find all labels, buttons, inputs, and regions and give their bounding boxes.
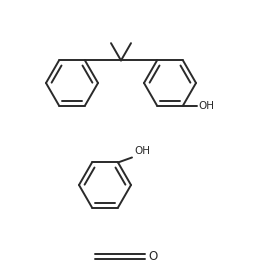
Text: OH: OH <box>134 146 150 157</box>
Text: OH: OH <box>198 100 214 110</box>
Text: O: O <box>148 249 157 263</box>
